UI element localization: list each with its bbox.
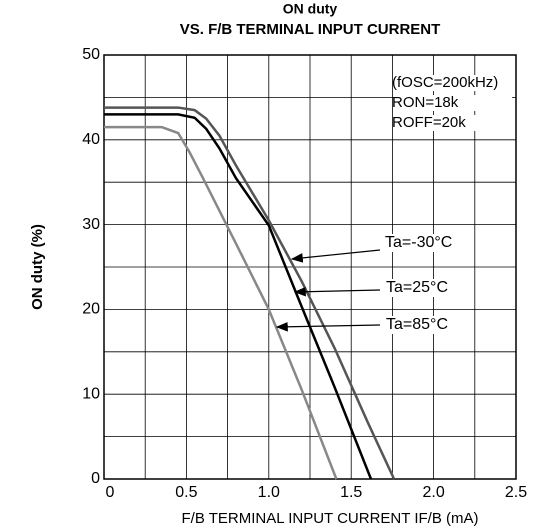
annotation-bg bbox=[396, 115, 512, 131]
series-line bbox=[104, 106, 396, 480]
plot-frame bbox=[103, 54, 517, 480]
label-arrow bbox=[275, 321, 381, 332]
label-bg bbox=[383, 234, 465, 252]
series-line bbox=[104, 113, 373, 480]
y-tick-label: 40 bbox=[82, 131, 100, 148]
y-tick-label: 20 bbox=[82, 301, 100, 318]
chart-title: ON duty bbox=[283, 1, 338, 17]
series-line bbox=[104, 125, 338, 480]
label-arrow bbox=[293, 286, 381, 297]
x-tick-label: 2.5 bbox=[505, 484, 527, 501]
y-axis-label: ON duty (%) bbox=[29, 224, 46, 310]
series-label: Ta=85°C bbox=[386, 316, 448, 333]
label-bg bbox=[384, 279, 466, 297]
y-tick-label: 50 bbox=[82, 46, 100, 63]
y-tick-label: 10 bbox=[82, 385, 100, 402]
series-label: Ta=-30°C bbox=[385, 234, 452, 251]
series-label: Ta=25°C bbox=[386, 279, 448, 296]
x-tick-label: 2.0 bbox=[422, 484, 444, 501]
label-bg bbox=[384, 316, 466, 334]
label-arrow bbox=[290, 249, 381, 263]
annotation: (fOSC=200kHz) bbox=[392, 74, 498, 91]
y-tick-label: 0 bbox=[91, 470, 100, 487]
annotation-bg bbox=[396, 75, 512, 91]
y-tick-label: 30 bbox=[82, 216, 100, 233]
x-tick-label: 1.5 bbox=[340, 484, 362, 501]
annotation: RON=18k bbox=[392, 94, 459, 111]
x-tick-label: 0.5 bbox=[175, 484, 197, 501]
annotation-bg bbox=[396, 95, 512, 111]
x-axis-label: F/B TERMINAL INPUT CURRENT IF/B (mA) bbox=[182, 510, 479, 527]
x-tick-label: 0 bbox=[106, 484, 115, 501]
chart-subtitle: VS. F/B TERMINAL INPUT CURRENT bbox=[180, 21, 441, 38]
x-tick-label: 1.0 bbox=[258, 484, 280, 501]
annotation: ROFF=20k bbox=[392, 114, 466, 131]
